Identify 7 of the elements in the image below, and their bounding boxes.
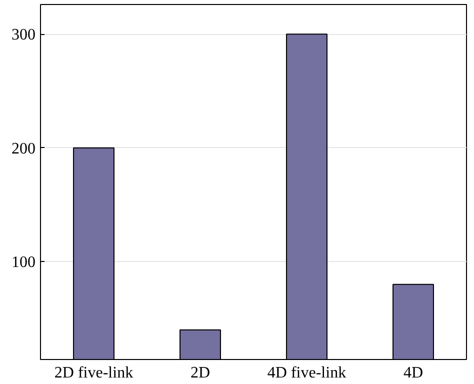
x-tick-label: 4D <box>403 364 424 382</box>
y-tick-label: 100 <box>12 254 36 272</box>
y-tick-label: 200 <box>12 140 36 158</box>
x-tick-label: 4D five-link <box>267 364 346 382</box>
x-tick-label: 2D five-link <box>54 364 134 382</box>
x-tick-label: 2D <box>190 364 210 382</box>
y-tick-label: 300 <box>12 26 36 44</box>
